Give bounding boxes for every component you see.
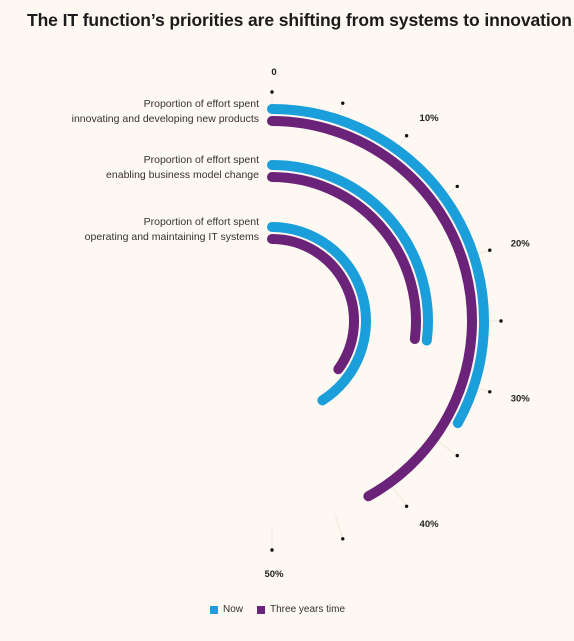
guide-line: [437, 441, 458, 457]
tick-dot: [341, 101, 345, 105]
tick-dot: [404, 504, 409, 508]
category-label: Proportion of effort spent operating and …: [85, 216, 259, 243]
category-label: Proportion of effort spent enabling busin…: [106, 154, 259, 181]
tick-dot: [499, 319, 503, 323]
tick-dot: [455, 184, 459, 189]
bars: [267, 104, 489, 502]
chart-title: The IT function’s priorities are shiftin…: [27, 10, 572, 30]
legend-label-now: Now: [223, 604, 244, 615]
category-label: Proportion of effort spent innovating and…: [72, 98, 259, 125]
tick-dot: [270, 90, 274, 94]
tick-label: 0: [271, 67, 276, 78]
legend: Now Three years time: [210, 604, 359, 615]
category-label-line: Proportion of effort spent: [144, 216, 259, 228]
tick-dots: [270, 90, 503, 552]
radial-bar-chart: 0 10% 20% 30% 40% 50% Proportion of effort sp…: [72, 67, 531, 580]
bar-three-years: [267, 172, 421, 345]
tick-dot: [341, 537, 345, 541]
legend-swatch-three-years: [257, 605, 266, 614]
category-label-line: operating and maintaining IT systems: [85, 231, 259, 243]
tick-label: 10%: [420, 113, 440, 124]
bar-now: [267, 104, 489, 429]
tick-dot: [455, 453, 459, 458]
tick-dot: [404, 134, 409, 138]
tick-dot: [488, 248, 492, 252]
guide-line: [392, 486, 408, 507]
category-label-line: Proportion of effort spent: [144, 154, 259, 166]
legend-swatch-now: [210, 605, 218, 614]
legend-label-three-years: Three years time: [270, 604, 346, 615]
guide-line: [334, 515, 344, 539]
legend-item-now: Now: [210, 604, 243, 615]
bar-now: [267, 160, 433, 346]
tick-label: 20%: [511, 238, 531, 249]
category-labels: Proportion of effort spent innovating and…: [72, 98, 260, 243]
category-label-line: enabling business model change: [106, 169, 259, 181]
category-label-line: Proportion of effort spent: [144, 98, 259, 110]
tick-label: 30%: [511, 394, 531, 405]
tick-label: 50%: [264, 569, 284, 580]
tick-labels: 0 10% 20% 30% 40% 50%: [264, 67, 530, 580]
tick-label: 40%: [420, 519, 440, 530]
category-label-line: innovating and developing new products: [72, 113, 259, 125]
bar-now: [267, 222, 371, 406]
tick-dot: [488, 390, 492, 394]
legend-item-three-years: Three years time: [257, 604, 345, 615]
tick-dot: [270, 548, 274, 552]
bar-three-years: [267, 116, 477, 502]
bar-three-years: [267, 234, 359, 375]
